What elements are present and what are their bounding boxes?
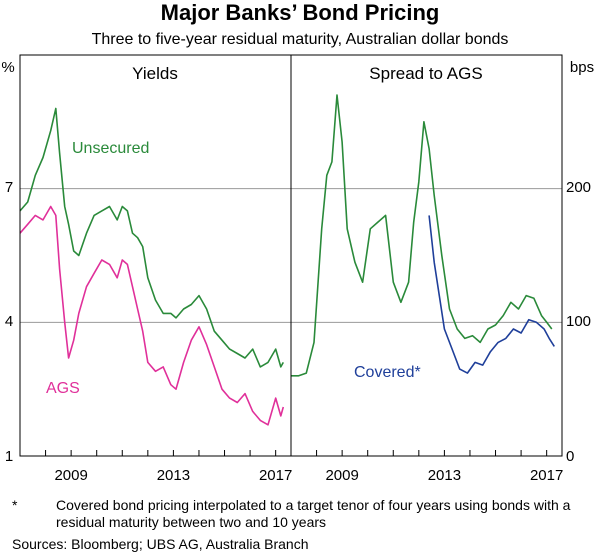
right-ytick-label: 100 <box>566 313 591 330</box>
left-ytick-label: 4 <box>5 313 13 330</box>
tick-marks <box>19 450 548 456</box>
left-axis-unit: % <box>1 59 14 76</box>
series-layer <box>19 94 555 426</box>
footnote-text: Covered bond pricing interpolated to a t… <box>56 497 571 530</box>
xtick-label: 2009 <box>54 467 87 484</box>
left-ytick-label: 1 <box>5 448 13 465</box>
series-line-unsecured <box>19 107 284 368</box>
panel-title-spread: Spread to AGS <box>369 64 482 83</box>
right-axis-unit: bps <box>570 59 594 76</box>
right-ytick-label: 0 <box>566 448 574 465</box>
series-line-covered <box>428 215 555 374</box>
xtick-label: 2017 <box>530 467 563 484</box>
right-panel-frame <box>290 54 563 457</box>
footnote-marker: * <box>12 497 18 513</box>
left-ytick-label: 7 <box>5 179 13 196</box>
series-label-covered: Covered* <box>354 364 421 381</box>
right-ytick-label: 200 <box>566 179 591 196</box>
xtick-label: 2013 <box>157 467 190 484</box>
series-line-unsecured <box>291 94 553 377</box>
series-label-ags: AGS <box>46 380 80 397</box>
series-label-unsecured: Unsecured <box>72 140 149 157</box>
series-line-ags <box>19 205 285 426</box>
xtick-label: 2017 <box>259 467 292 484</box>
xtick-label: 2009 <box>325 467 358 484</box>
panel-title-yields: Yields <box>132 64 178 83</box>
chart-title: Major Banks’ Bond Pricing <box>160 0 440 25</box>
sources-note: Sources: Bloomberg; UBS AG, Australia Br… <box>12 536 309 552</box>
chart-subtitle: Three to five-year residual maturity, Au… <box>91 31 509 48</box>
xtick-label: 2013 <box>428 467 461 484</box>
